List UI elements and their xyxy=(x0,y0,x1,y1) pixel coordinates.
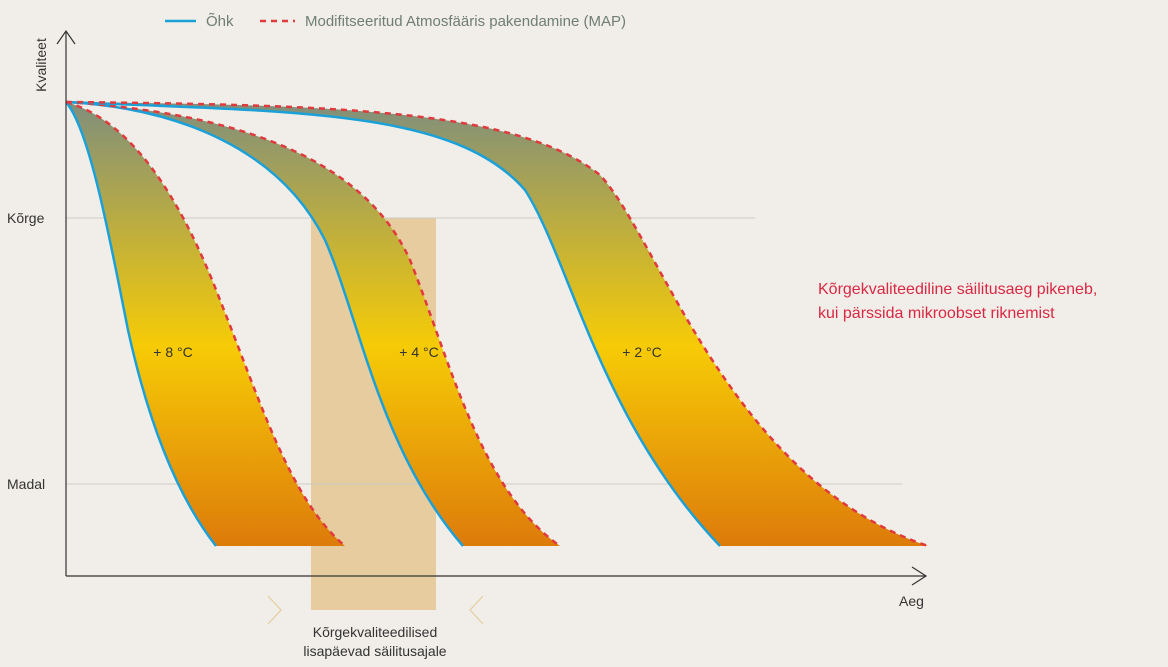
map-curve-8c xyxy=(65,100,346,547)
band-fill-8c xyxy=(66,102,345,546)
callout-line-1: Kõrgekvaliteediline säilitusaeg pikeneb, xyxy=(818,281,1097,298)
legend: Õhk Modifitseeritud Atmosfääris pakendam… xyxy=(165,13,626,30)
y-tick-madal: Madal xyxy=(7,476,45,492)
chevron-right-icon xyxy=(267,595,282,625)
legend-label-map: Modifitseeritud Atmosfääris pakendamine … xyxy=(305,13,626,30)
curves-group xyxy=(65,100,929,548)
callout-line-2: kui pärssida mikroobset riknemist xyxy=(818,305,1055,322)
air-curve-2c xyxy=(65,100,721,547)
band-fill-2c xyxy=(66,102,928,546)
map-curve-4c xyxy=(65,100,561,548)
air-curve-8c xyxy=(65,101,217,547)
band-fill-4c xyxy=(66,102,560,546)
band-annotation-line-1: Kõrgekvaliteedilised xyxy=(313,624,438,640)
series-label-2c: + 2 °C xyxy=(622,344,661,360)
air-curve-4c xyxy=(65,100,464,547)
y-axis-arrow xyxy=(56,29,76,45)
series-label-4c: + 4 °C xyxy=(399,344,438,360)
band-annotation-line-2: lisapäevad säilitusajale xyxy=(303,643,446,659)
x-axis-arrow xyxy=(911,566,928,586)
series-label-8c: + 8 °C xyxy=(153,344,192,360)
y-tick-korge: Kõrge xyxy=(7,210,45,226)
x-axis-label: Aeg xyxy=(899,593,924,609)
y-axis-label: Kvaliteet xyxy=(33,38,49,92)
chevron-left-icon xyxy=(469,595,484,625)
legend-label-air: Õhk xyxy=(206,13,234,30)
map-curve-2c xyxy=(65,100,929,548)
